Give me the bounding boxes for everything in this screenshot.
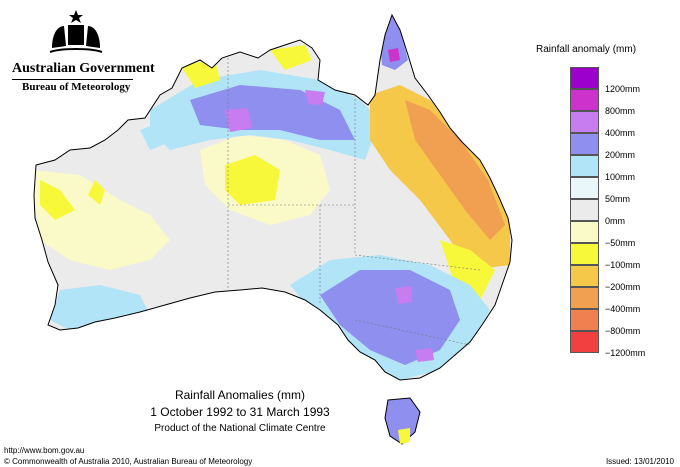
map-period: 1 October 1992 to 31 March 1993 xyxy=(150,405,330,419)
map-title: Rainfall Anomalies (mm) xyxy=(174,388,306,402)
legend-label: 800mm xyxy=(605,106,636,116)
legend-title: Rainfall anomaly (mm) xyxy=(536,44,637,55)
legend-label: −200mm xyxy=(605,282,641,292)
legend-swatch xyxy=(570,243,599,265)
legend-label: −100mm xyxy=(605,260,641,270)
legend-swatch xyxy=(570,309,599,331)
legend-swatch xyxy=(570,331,599,353)
map-product: Product of the National Climate Centre xyxy=(154,423,326,434)
copyright-text: © Commonwealth of Australia 2010, Austra… xyxy=(4,457,253,466)
government-logo: Australian Government Bureau of Meteorol… xyxy=(8,8,155,98)
legend-swatch xyxy=(570,89,599,111)
legend-label: 100mm xyxy=(605,172,636,182)
legend-label: −800mm xyxy=(605,326,641,336)
legend-swatch xyxy=(570,199,599,221)
legend-swatch xyxy=(570,67,599,89)
legend-label: −1200mm xyxy=(605,348,646,358)
divider xyxy=(12,79,133,80)
website-link[interactable]: http://www.bom.gov.au xyxy=(4,446,85,455)
issued-date: Issued: 13/01/2010 xyxy=(605,457,674,466)
legend-label: −50mm xyxy=(605,238,636,248)
legend-swatch xyxy=(570,155,599,177)
legend-swatch xyxy=(570,221,599,243)
legend-label: 0mm xyxy=(605,216,625,226)
legend-label: 1200mm xyxy=(605,84,641,94)
legend-label: 200mm xyxy=(605,150,636,160)
legend-swatch xyxy=(570,133,599,155)
legend-swatch xyxy=(570,111,599,133)
legend-label: 50mm xyxy=(605,194,631,204)
coat-of-arms-icon xyxy=(49,10,103,53)
bureau-name: Bureau of Meteorology xyxy=(22,81,131,93)
legend-swatch xyxy=(570,265,599,287)
government-name: Australian Government xyxy=(12,61,155,76)
legend-label: −400mm xyxy=(605,304,641,314)
legend-label: 400mm xyxy=(605,128,636,138)
legend-swatch xyxy=(570,177,599,199)
legend-swatch xyxy=(570,287,599,309)
